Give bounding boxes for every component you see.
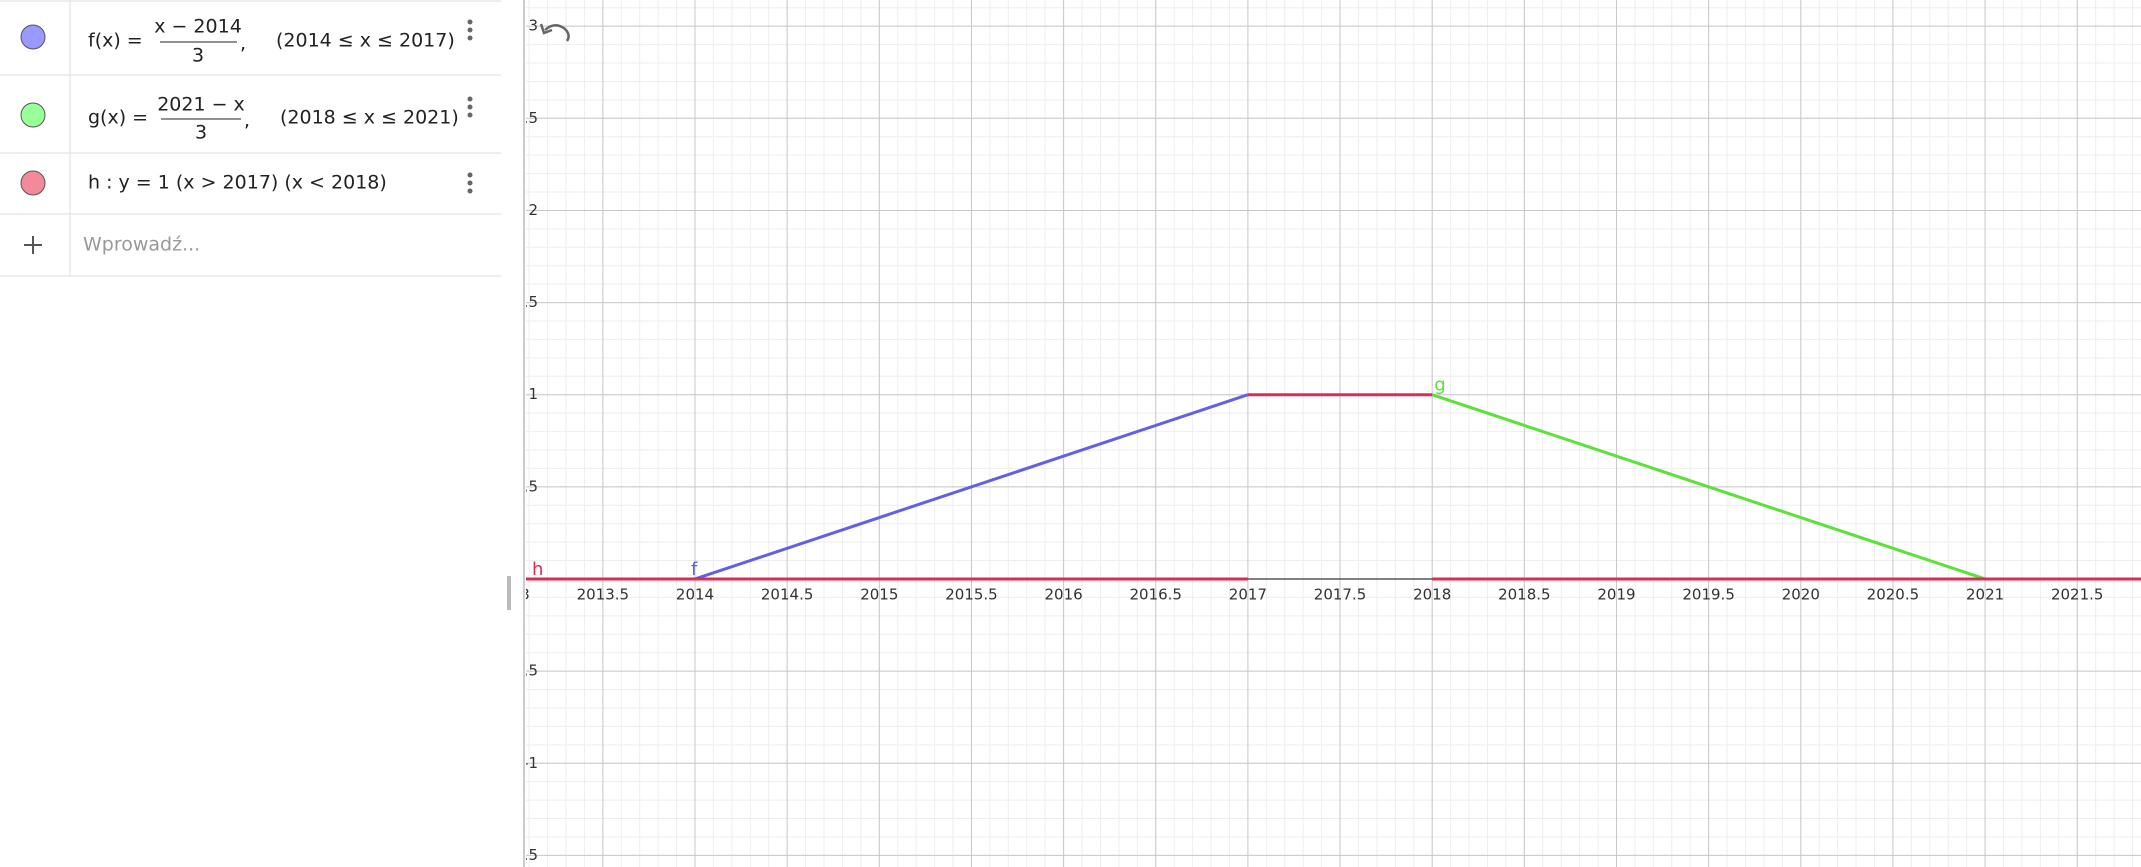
separator: , (240, 33, 246, 55)
curve-label: h (532, 559, 543, 580)
visibility-toggle[interactable] (20, 24, 46, 50)
visibility-toggle[interactable] (20, 102, 46, 128)
lhs: g(x) = (88, 107, 148, 129)
separator: , (244, 110, 250, 132)
x-tick-label: 2021.5 (2051, 585, 2104, 603)
input-bar[interactable]: Wprowadź... (83, 234, 200, 256)
curve-label: g (1434, 375, 1445, 396)
x-tick-label: 2016 (1045, 585, 1083, 603)
x-tick-label: 2021 (1966, 585, 2004, 603)
y-tick-label: 1.5 (514, 293, 538, 311)
y-tick-label: 0.5 (514, 477, 538, 495)
curve (526, 393, 2141, 581)
y-tick-label: 2 (528, 201, 538, 219)
add-button[interactable] (24, 236, 42, 254)
x-tick-label: 2017 (1229, 585, 1267, 603)
more-button[interactable] (467, 19, 473, 41)
x-tick-label: 2017.5 (1314, 585, 1367, 603)
x-tick-label: 2020.5 (1867, 585, 1920, 603)
x-tick-label: 2015 (860, 585, 898, 603)
y-tick-label: 2.5 (514, 109, 538, 127)
y-tick-label: 1 (528, 385, 538, 403)
algebra-panel: f(x) = x − 2014 3 , (2014 ≤ x ≤ 2017) g(… (0, 0, 525, 867)
y-tick-label: -0.5 (509, 662, 538, 680)
undo-button[interactable] (539, 23, 570, 42)
numerator: x − 2014 (154, 16, 242, 38)
x-tick-label: 2019 (1597, 585, 1635, 603)
condition: (2014 ≤ x ≤ 2017) (276, 30, 455, 52)
y-tick-label: 3 (528, 17, 538, 35)
denominator: 3 (195, 122, 207, 144)
x-tick-label: 2019.5 (1682, 585, 1735, 603)
more-button[interactable] (467, 96, 473, 118)
x-tick-label: 2013.5 (577, 585, 630, 603)
x-tick-label: 2018 (1413, 585, 1451, 603)
algebra-row[interactable]: g(x) = 2021 − x 3 , (2018 ≤ x ≤ 2021) (20, 94, 459, 144)
x-tick-label: 2013 (492, 585, 530, 603)
x-tick-label: 2020 (1782, 585, 1820, 603)
lhs: f(x) = (88, 30, 143, 52)
x-tick-label: 2018.5 (1498, 585, 1551, 603)
numerator: 2021 − x (157, 94, 245, 116)
graphics-view: 2013 2013.5 2014 2014.5 2015 2015.5 2016 2016.5… (492, 0, 2141, 867)
x-tick-label: 2015.5 (945, 585, 998, 603)
condition: (2018 ≤ x ≤ 2021) (280, 107, 459, 129)
algebra-row[interactable]: h : y = 1 (x > 2017) (x < 2018) (20, 170, 387, 196)
curve (1431, 393, 1986, 581)
visibility-toggle[interactable] (20, 170, 46, 196)
y-tick-label: -1.5 (509, 846, 538, 864)
curve-label: f (691, 559, 698, 580)
x-tick-label: 2014 (676, 585, 714, 603)
algebra-row[interactable]: f(x) = x − 2014 3 , (2014 ≤ x ≤ 2017) (20, 16, 455, 67)
denominator: 3 (192, 45, 204, 67)
x-tick-label: 2016.5 (1129, 585, 1182, 603)
resize-handle[interactable] (507, 576, 511, 610)
curve (694, 393, 1249, 581)
more-button[interactable] (467, 172, 473, 194)
y-tick-label: -1 (523, 754, 538, 772)
definition: h : y = 1 (x > 2017) (x < 2018) (88, 172, 387, 194)
x-tick-label: 2014.5 (761, 585, 814, 603)
more-menus (467, 19, 473, 194)
